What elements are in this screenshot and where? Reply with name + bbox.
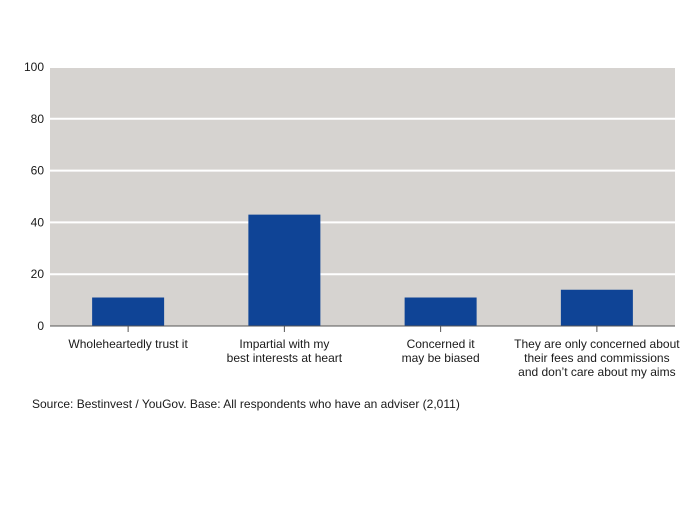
- x-tick-label: Wholeheartedly trust it: [68, 337, 188, 351]
- bar: [404, 297, 477, 326]
- plot-area: [50, 67, 675, 326]
- source-note: Source: Bestinvest / YouGov. Base: All r…: [32, 397, 460, 411]
- y-tick-label: 80: [31, 112, 45, 126]
- bar: [248, 214, 321, 326]
- bar: [560, 289, 633, 326]
- bar: [92, 297, 165, 326]
- x-tick-label: Impartial with my best interests at heart: [227, 337, 343, 365]
- y-tick-label: 40: [31, 215, 45, 229]
- y-tick-label: 20: [31, 267, 45, 281]
- y-tick-label: 0: [37, 319, 44, 333]
- y-tick-label: 60: [31, 164, 45, 178]
- y-tick-label: 100: [24, 60, 44, 74]
- x-tick-label: Concerned it may be biased: [402, 337, 480, 365]
- x-tick-label: They are only concerned about their fees …: [514, 337, 680, 379]
